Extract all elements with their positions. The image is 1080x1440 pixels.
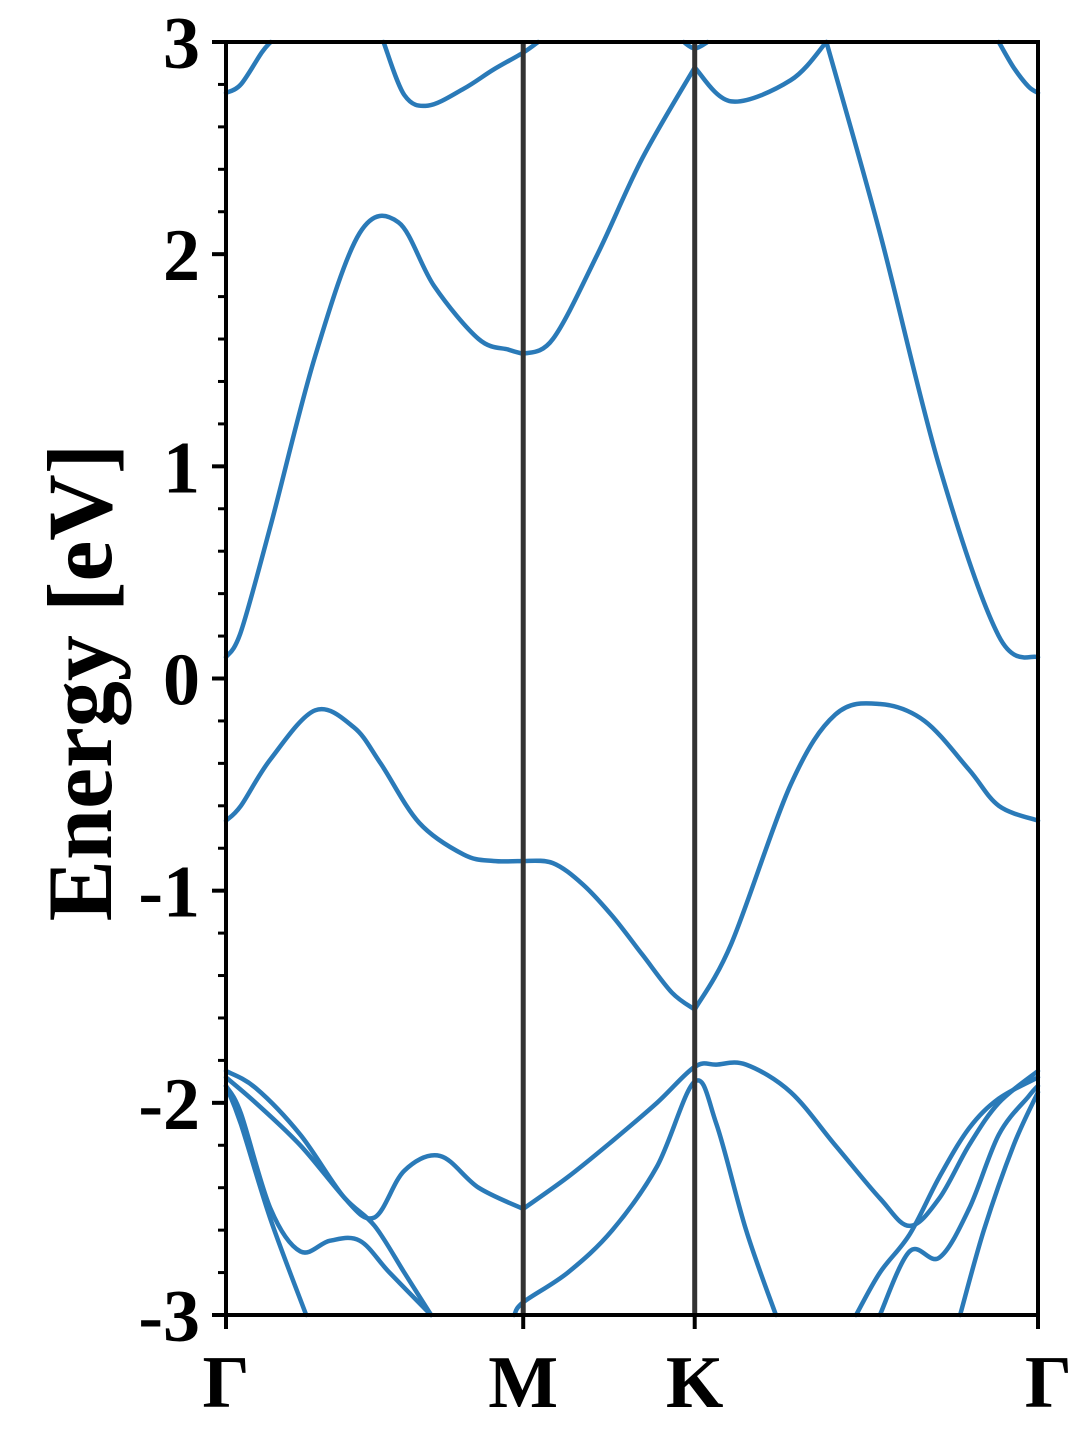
y-tick-label: 3 — [163, 3, 200, 85]
band-line-13 — [520, 1060, 1041, 1229]
band-line-6 — [692, 39, 829, 104]
band-line-20 — [512, 1078, 779, 1318]
band-line-14 — [223, 1075, 434, 1318]
band-line-12 — [223, 1068, 526, 1221]
x-tick-label: Γ — [1025, 1342, 1072, 1424]
band-line-9 — [381, 39, 541, 109]
band-line-11 — [996, 39, 1041, 96]
band-line-7 — [824, 39, 1041, 660]
band-line-2 — [520, 858, 697, 1012]
band-line-19 — [957, 1089, 1041, 1318]
y-tick-label: 0 — [163, 640, 200, 722]
band-line-8 — [223, 39, 273, 96]
band-line-16 — [223, 1083, 434, 1318]
band-line-17 — [877, 1083, 1041, 1318]
y-tick-label: -3 — [138, 1276, 200, 1358]
band-line-4 — [223, 213, 526, 660]
symmetry-dividers — [520, 42, 698, 1315]
band-lines — [223, 39, 1041, 1318]
x-tick-label: M — [488, 1342, 558, 1424]
y-tick-label: 2 — [163, 215, 200, 297]
band-line-18 — [223, 1083, 309, 1318]
x-tick-label: Γ — [202, 1342, 249, 1424]
band-line-3 — [692, 701, 1041, 1012]
axis-ticks — [212, 40, 1040, 1329]
band-line-15 — [853, 1075, 1041, 1318]
y-axis-label: Energy [eV] — [29, 444, 131, 922]
band-line-5 — [520, 65, 697, 357]
band-line-1 — [223, 706, 526, 864]
y-tick-label: -2 — [138, 1064, 200, 1146]
y-tick-label: -1 — [138, 852, 200, 934]
x-tick-label: K — [666, 1342, 724, 1424]
y-tick-label: 1 — [163, 427, 200, 509]
